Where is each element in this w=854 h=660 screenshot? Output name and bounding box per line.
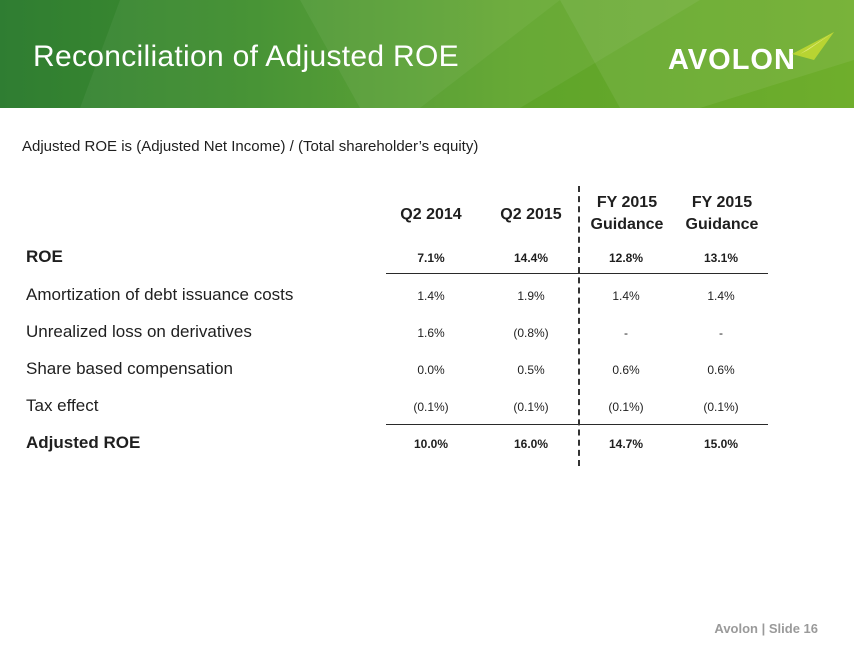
column-header-line: FY 2015 bbox=[596, 194, 658, 211]
table-cell: (0.1%) bbox=[703, 400, 739, 414]
slide-title: Reconciliation of Adjusted ROE bbox=[33, 40, 459, 73]
table-cell: 13.1% bbox=[703, 251, 739, 265]
total-divider bbox=[386, 424, 768, 425]
table-cell: 12.8% bbox=[608, 251, 644, 265]
row-divider bbox=[386, 273, 768, 274]
logo-swoosh-icon bbox=[792, 32, 834, 60]
table-cell: 1.4% bbox=[707, 289, 735, 303]
logo-wordmark: AVOLON bbox=[668, 44, 796, 76]
table-cell: 1.6% bbox=[417, 326, 445, 340]
column-header-line: FY 2015 bbox=[691, 194, 753, 211]
table-cell: 0.6% bbox=[612, 363, 640, 377]
table-cell: 1.4% bbox=[612, 289, 640, 303]
column-header: Q2 2014 bbox=[386, 204, 476, 226]
header-banner: Reconciliation of Adjusted ROE AVOLON bbox=[0, 0, 854, 108]
table-cell: (0.1%) bbox=[413, 400, 449, 414]
row-label: Amortization of debt issuance costs bbox=[26, 285, 294, 304]
table-cell: 14.4% bbox=[513, 251, 549, 265]
banner-texture bbox=[80, 0, 854, 108]
column-header-line: Q2 2015 bbox=[500, 206, 562, 223]
column-header-line: Guidance bbox=[685, 216, 759, 233]
roe-definition: Adjusted ROE is (Adjusted Net Income) / … bbox=[22, 138, 479, 155]
table-cell: 0.5% bbox=[517, 363, 545, 377]
table-cell: 10.0% bbox=[413, 437, 449, 451]
table-cell: 1.9% bbox=[517, 289, 545, 303]
table-cell: (0.8%) bbox=[513, 326, 549, 340]
row-label: Share based compensation bbox=[26, 359, 233, 378]
column-header: Q2 2015 bbox=[486, 204, 576, 226]
row-label: Unrealized loss on derivatives bbox=[26, 322, 252, 341]
table-cell: 1.4% bbox=[417, 289, 445, 303]
guidance-separator bbox=[578, 186, 580, 466]
column-header: FY 2015 Guidance bbox=[674, 192, 770, 236]
column-header: FY 2015 Guidance bbox=[582, 192, 672, 236]
table-cell: - bbox=[719, 326, 723, 340]
row-label: Adjusted ROE bbox=[26, 433, 141, 452]
row-label: ROE bbox=[26, 247, 63, 266]
table-cell: 15.0% bbox=[703, 437, 739, 451]
reconciliation-table: Q2 2014 Q2 2015 FY 2015 Guidance FY 2015… bbox=[26, 186, 770, 466]
column-header-line: Guidance bbox=[590, 216, 664, 233]
table-cell: 16.0% bbox=[513, 437, 549, 451]
table-cell: 14.7% bbox=[608, 437, 644, 451]
avolon-logo: AVOLON bbox=[668, 30, 838, 80]
table-cell: (0.1%) bbox=[513, 400, 549, 414]
row-label: Tax effect bbox=[26, 396, 99, 415]
table-cell: 0.6% bbox=[707, 363, 735, 377]
table-cell: (0.1%) bbox=[608, 400, 644, 414]
column-header-line: Q2 2014 bbox=[400, 206, 462, 223]
slide-footer: Avolon | Slide 16 bbox=[714, 621, 818, 636]
table-cell: - bbox=[624, 326, 628, 340]
table-cell: 0.0% bbox=[417, 363, 445, 377]
table-cell: 7.1% bbox=[417, 251, 445, 265]
